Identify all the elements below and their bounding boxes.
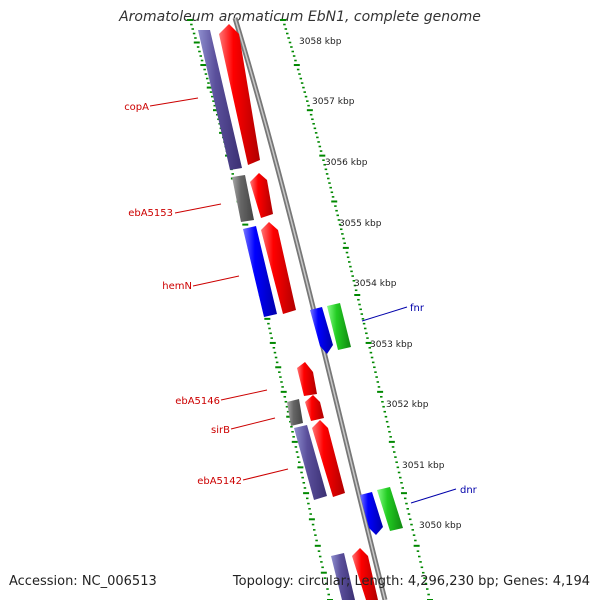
accession-label: Accession: NC_006513 <box>9 574 157 589</box>
ebA5146-arrow <box>297 362 317 396</box>
bottom-purple-bar <box>331 553 355 600</box>
ruler-label: 3050 kbp <box>419 521 462 531</box>
gene-label-fnr: fnr <box>410 303 425 314</box>
gene-label-dnr: dnr <box>460 485 478 496</box>
ruler-label: 3053 kbp <box>370 340 413 350</box>
tick-marks-right <box>280 19 433 600</box>
ruler-label: 3057 kbp <box>312 97 355 107</box>
ruler-label: 3051 kbp <box>402 461 445 471</box>
ruler-label: 3056 kbp <box>325 158 368 168</box>
dnr-green-bar <box>377 487 403 531</box>
sirB-arrow <box>305 395 324 421</box>
ruler-label: 3055 kbp <box>339 219 382 229</box>
gene-labels: copA ebA5153 hemN ebA5146 sirB ebA5142 f… <box>124 97 478 504</box>
sirB-gray <box>287 399 303 426</box>
hemN-arrow <box>261 222 296 314</box>
fnr-green-bar <box>327 303 351 350</box>
dnr-blue-arrow <box>360 492 383 535</box>
ruler-label: 3052 kbp <box>386 400 429 410</box>
gene-label-ebA5142: ebA5142 <box>197 476 242 487</box>
map-title: Aromatoleum aromaticum EbN1, complete ge… <box>119 9 481 25</box>
fnr-blue-arrow <box>310 307 333 354</box>
genome-stats-label: Topology: circular; Length: 4,296,230 bp… <box>232 574 590 589</box>
gene-label-ebA5146: ebA5146 <box>175 396 220 407</box>
gene-label-ebA5153: ebA5153 <box>128 208 173 219</box>
ebA5142-arrow <box>312 420 345 497</box>
ruler-label: 3058 kbp <box>299 37 342 47</box>
gene-label-sirB: sirB <box>211 425 230 436</box>
copA-arrow <box>219 24 260 165</box>
ebA5142-purple <box>294 425 327 500</box>
ebA5153-arrow <box>250 173 273 218</box>
ruler-label: 3054 kbp <box>354 279 397 289</box>
gene-label-hemN: hemN <box>162 281 192 292</box>
reverse-features <box>310 303 403 535</box>
copA-partner-bar <box>198 30 242 170</box>
ebA5153-gray <box>232 175 254 222</box>
gene-label-copA: copA <box>124 102 149 113</box>
bottom-red-arrow <box>352 548 378 600</box>
backbone-line <box>232 17 388 600</box>
forward-features <box>198 24 378 600</box>
ruler-labels: 3058 kbp 3057 kbp 3056 kbp 3055 kbp 3054… <box>299 37 462 531</box>
hemN-blue <box>243 226 277 317</box>
